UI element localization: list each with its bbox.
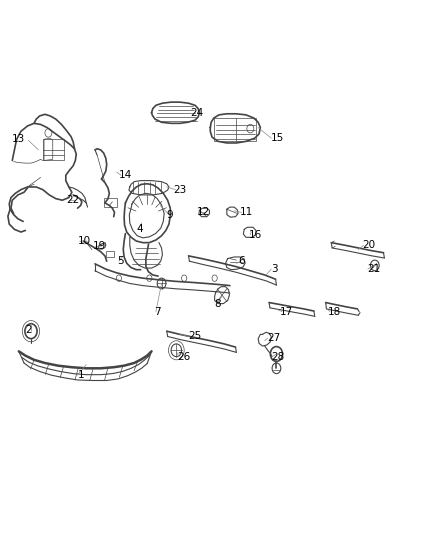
- Text: 14: 14: [119, 171, 132, 180]
- Text: 13: 13: [12, 134, 25, 144]
- Text: 4: 4: [136, 224, 143, 235]
- Text: 17: 17: [280, 306, 293, 317]
- Text: 1: 1: [78, 370, 84, 380]
- Text: 24: 24: [191, 108, 204, 118]
- Text: 8: 8: [215, 298, 221, 309]
- Text: 2: 2: [25, 325, 32, 335]
- Text: 28: 28: [271, 352, 284, 361]
- Text: 26: 26: [178, 352, 191, 361]
- Text: 11: 11: [240, 207, 253, 217]
- Text: 19: 19: [93, 241, 106, 252]
- Bar: [214, 118, 256, 141]
- Text: 15: 15: [271, 133, 284, 143]
- Text: 23: 23: [173, 184, 187, 195]
- Text: 25: 25: [188, 332, 202, 342]
- Bar: [106, 251, 114, 257]
- Text: 16: 16: [249, 230, 262, 240]
- Text: 6: 6: [239, 256, 245, 266]
- Bar: [43, 139, 64, 160]
- Text: 18: 18: [328, 306, 341, 317]
- Text: 27: 27: [267, 333, 280, 343]
- Text: 21: 21: [367, 264, 380, 274]
- Text: 5: 5: [117, 256, 124, 266]
- Text: 7: 7: [154, 306, 160, 317]
- Text: 9: 9: [167, 209, 173, 220]
- Bar: [104, 198, 117, 207]
- Text: 3: 3: [271, 264, 278, 274]
- Text: 10: 10: [78, 236, 91, 246]
- Text: 22: 22: [67, 195, 80, 205]
- Text: 12: 12: [197, 207, 211, 217]
- Text: 20: 20: [363, 240, 376, 251]
